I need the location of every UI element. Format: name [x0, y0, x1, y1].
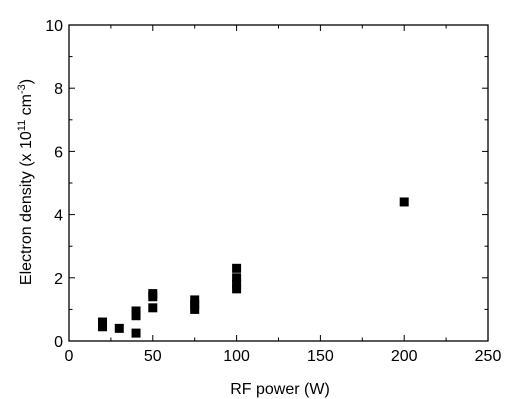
data-point — [232, 284, 242, 294]
data-point — [399, 197, 409, 207]
x-tick-label: 50 — [144, 348, 162, 365]
x-tick-label: 250 — [475, 348, 502, 365]
plot-area — [68, 24, 489, 342]
data-point — [98, 322, 108, 332]
x-tick-label: 200 — [391, 348, 418, 365]
x-tick-label: 0 — [65, 348, 74, 365]
data-point — [190, 300, 200, 310]
data-point — [232, 263, 242, 273]
y-tick-label: 6 — [54, 144, 63, 161]
data-point — [131, 311, 141, 321]
data-points — [98, 197, 409, 338]
y-tick-label: 0 — [54, 334, 63, 351]
y-tick-label: 4 — [54, 208, 63, 225]
y-tick-label: 2 — [54, 271, 63, 288]
data-point — [148, 303, 158, 313]
x-tick-label: 100 — [223, 348, 250, 365]
y-tick-label: 10 — [45, 18, 63, 35]
y-tick-label: 8 — [54, 81, 63, 98]
data-point — [190, 295, 200, 305]
data-point — [131, 328, 141, 338]
x-axis-label: RF power (W) — [230, 381, 330, 398]
data-point — [131, 306, 141, 316]
data-point — [232, 279, 242, 289]
data-point — [232, 273, 242, 283]
data-point — [148, 289, 158, 299]
data-point — [98, 317, 108, 327]
data-point — [114, 323, 124, 333]
data-point — [190, 304, 200, 314]
y-axis-label: Electron density (x 1011 cm-3) — [16, 79, 35, 285]
axes: 0 50 100 150 200 250 0 2 4 6 8 10 — [45, 18, 501, 365]
plot-frame — [68, 24, 489, 342]
x-tick-label: 150 — [307, 348, 334, 365]
